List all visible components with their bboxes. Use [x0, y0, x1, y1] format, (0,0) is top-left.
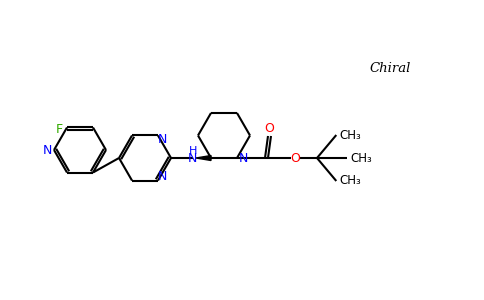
Text: CH₃: CH₃	[350, 152, 372, 164]
Text: F: F	[56, 123, 62, 136]
Text: Chiral: Chiral	[369, 61, 411, 74]
Text: N: N	[187, 152, 197, 166]
Polygon shape	[196, 155, 211, 160]
Text: N: N	[42, 143, 52, 157]
Text: O: O	[264, 122, 274, 136]
Text: H: H	[189, 146, 197, 156]
Text: N: N	[157, 133, 166, 146]
Text: N: N	[157, 170, 166, 183]
Text: CH₃: CH₃	[339, 175, 361, 188]
Text: N: N	[238, 152, 248, 164]
Text: CH₃: CH₃	[339, 128, 361, 142]
Text: O: O	[290, 152, 300, 166]
